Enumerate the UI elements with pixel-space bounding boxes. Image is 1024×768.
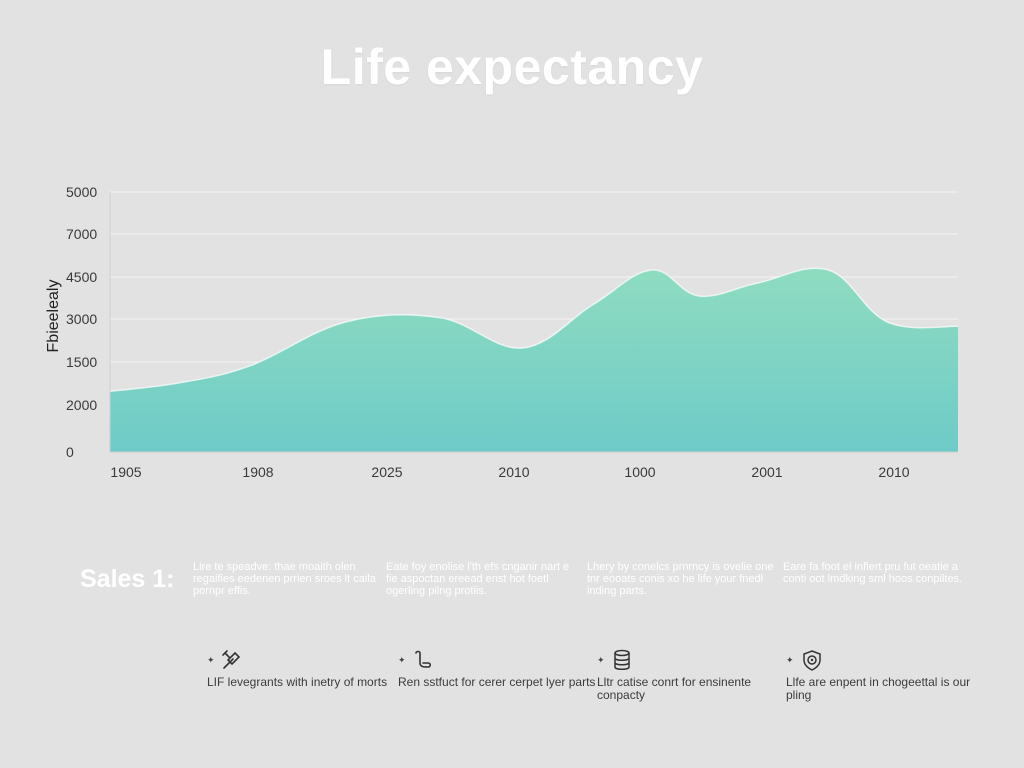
y-tick-label: 4500 <box>66 269 97 285</box>
feature-item: ✦ LIF levegrants with inetry of morts <box>207 648 407 689</box>
summary-column-3: Lhery by conelcs prnrncy is ovelie one t… <box>587 561 774 597</box>
y-tick-label: 1500 <box>66 354 97 370</box>
y-axis-label: Fbieelealy <box>45 280 62 353</box>
feature-text: LIF levegrants with inetry of morts <box>207 675 388 689</box>
x-tick-labels: 1905 1908 2025 2010 1000 2001 2010 <box>110 464 909 480</box>
x-tick-label: 2025 <box>371 464 402 480</box>
summary-column-4: Eare fa foot el inflert pru fut oeatie a… <box>783 561 963 585</box>
y-tick-label: 2000 <box>66 397 97 413</box>
feature-text: Llfe are enpent in chogeettal is our pli… <box>786 675 971 702</box>
feature-text: Lltr catise conrt for ensinente conpacty <box>597 675 752 702</box>
series-line <box>109 267 959 393</box>
feature-item: ✦ Lltr catise conrt for ensinente conpac… <box>597 648 797 702</box>
feature-item: ✦ Llfe are enpent in chogeettal is our p… <box>786 648 986 702</box>
x-tick-label: 2010 <box>498 464 529 480</box>
tools-icon <box>221 650 240 669</box>
bullet-icon: ✦ <box>597 654 605 665</box>
area-fill <box>110 268 958 452</box>
y-tick-label: 0 <box>66 444 74 460</box>
y-tick-label: 7000 <box>66 226 97 242</box>
bullet-icon: ✦ <box>207 654 215 665</box>
y-tick-label: 5000 <box>66 184 97 200</box>
feature-item: ✦ Ren sstfuct for cerer cerpet lyer part… <box>398 648 598 689</box>
x-tick-label: 2001 <box>751 464 782 480</box>
x-tick-label: 2010 <box>878 464 909 480</box>
feature-text: Ren sstfuct for cerer cerpet lyer parts <box>398 675 596 689</box>
database-icon <box>613 649 630 670</box>
summary-column-2: Eate foy enolise l'th efs cnganir nart e… <box>386 561 570 597</box>
y-tick-label: 3000 <box>66 311 97 327</box>
bullet-icon: ✦ <box>786 654 794 665</box>
summary-label: Sales 1: <box>80 565 175 593</box>
badge-icon <box>802 650 821 671</box>
hand-icon <box>414 650 431 668</box>
x-tick-label: 1908 <box>242 464 273 480</box>
y-tick-labels: 0 2000 1500 3000 4500 7000 5000 <box>66 184 97 460</box>
area-series <box>109 267 959 452</box>
chart-title: Life expectancy <box>320 39 704 95</box>
x-tick-label: 1905 <box>110 464 141 480</box>
summary-column-1: Lire te speadve: thae moaith olen regaif… <box>193 561 376 597</box>
axes <box>109 192 958 453</box>
bullet-icon: ✦ <box>398 654 406 665</box>
x-tick-label: 1000 <box>624 464 655 480</box>
